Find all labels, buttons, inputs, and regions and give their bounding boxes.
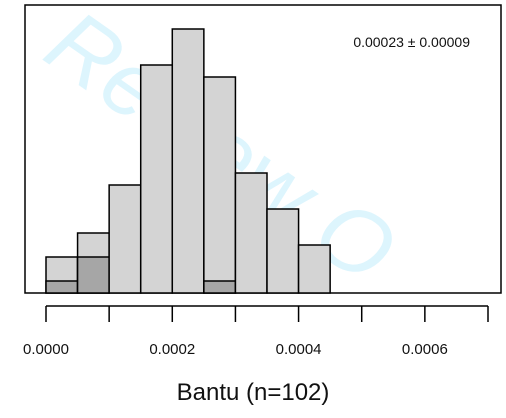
histogram-bar-8 bbox=[297, 244, 331, 294]
x-axis-label: Bantu (n=102) bbox=[177, 379, 330, 406]
x-tick-labels-group: 0.0000 0.0002 0.0004 0.0006 bbox=[23, 341, 448, 358]
histogram-bar-4 bbox=[171, 28, 205, 294]
x-tick-label-1: 0.0002 bbox=[149, 341, 195, 358]
x-tick-label-2: 0.0004 bbox=[276, 341, 322, 358]
x-tick-label-0: 0.0000 bbox=[23, 341, 69, 358]
histogram-highlight-bar-5 bbox=[203, 280, 237, 294]
x-ticks-group bbox=[45, 306, 489, 322]
histogram-highlight-bar-1 bbox=[76, 256, 110, 294]
histogram-highlight-bar-0 bbox=[45, 280, 79, 294]
histogram-bar-5 bbox=[203, 76, 237, 294]
histogram-bar-6 bbox=[234, 172, 268, 294]
histogram-bar-2 bbox=[108, 184, 142, 294]
bars-group bbox=[45, 28, 331, 294]
histogram-bar-7 bbox=[266, 208, 300, 294]
histogram-bar-3 bbox=[139, 64, 174, 294]
x-tick-label-3: 0.0006 bbox=[402, 341, 448, 358]
stats-annotation: 0.00023 ± 0.00009 bbox=[353, 34, 470, 50]
